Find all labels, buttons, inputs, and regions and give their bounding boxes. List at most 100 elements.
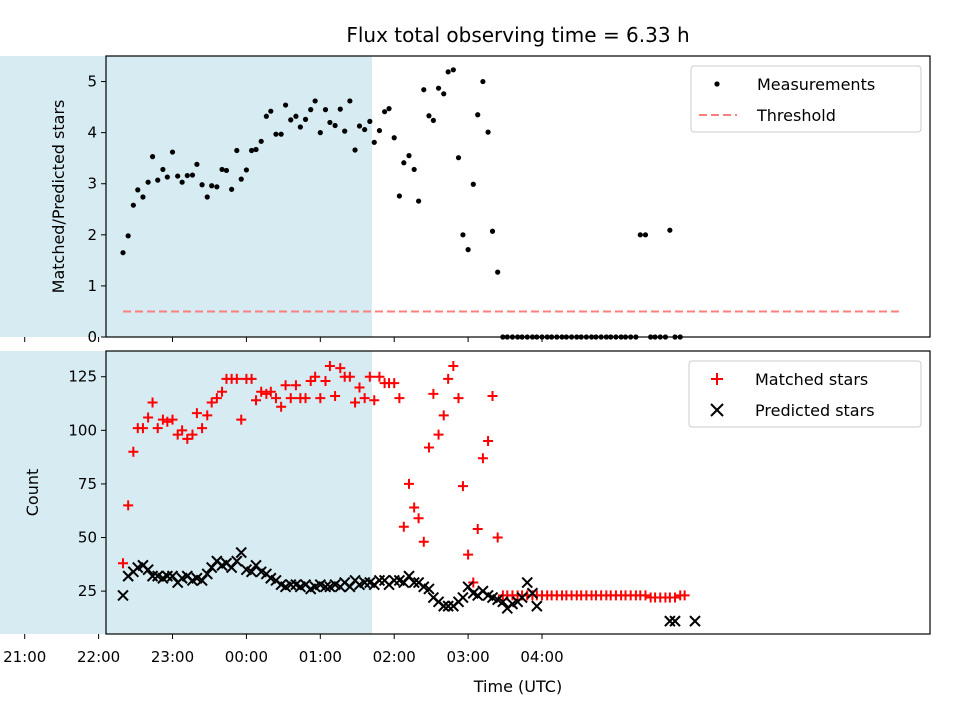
matched-star-point — [679, 590, 690, 601]
matched-star-point — [413, 513, 424, 524]
panel-ratio: 0 1 2 3 4 5 Matched/Predicted stars Measureme… — [0, 55, 931, 346]
measurement-point — [219, 166, 225, 173]
measurement-point — [406, 153, 412, 159]
matched-star-point — [354, 382, 365, 393]
x-tick-label: 21:00 — [3, 648, 46, 666]
predicted-star-point — [442, 600, 454, 612]
matched-star-point — [246, 373, 257, 384]
predicted-star-point — [245, 566, 258, 578]
measurement-point — [356, 123, 363, 129]
predicted-star-point — [373, 574, 386, 587]
measurement-point — [642, 232, 649, 238]
measurement-point — [396, 193, 402, 199]
x-axis-label: Time (UTC) — [473, 677, 562, 696]
legend-count: Matched stars Predicted stars — [688, 360, 922, 428]
matched-star-point — [128, 446, 139, 457]
measurement-point — [238, 176, 244, 182]
measurement-point — [135, 187, 141, 193]
predicted-star-point — [285, 578, 297, 591]
measurement-point — [342, 128, 348, 134]
matched-star-point — [256, 386, 267, 397]
measurement-point — [189, 172, 196, 178]
matched-star-point — [236, 414, 247, 425]
matched-star-point — [463, 549, 474, 560]
measurement-point — [160, 166, 166, 173]
measurement-point — [204, 194, 210, 200]
measurement-point — [470, 181, 476, 187]
measurement-point — [327, 119, 333, 126]
measurement-point — [322, 107, 329, 113]
measurement-point — [175, 173, 181, 179]
matched-star-point — [320, 376, 331, 387]
y-axis-label-count: Count — [23, 469, 42, 517]
legend-box — [690, 65, 922, 133]
y-tick-label: 5 — [87, 73, 97, 91]
measurement-point — [199, 182, 205, 188]
matched-star-point — [217, 386, 228, 397]
predicted-star-point — [526, 587, 539, 599]
x-tick-label: 04:00 — [520, 648, 563, 666]
predicted-star-point — [388, 574, 400, 587]
matched-star-point — [394, 393, 405, 404]
matched-star-point — [152, 423, 163, 434]
measurement-point — [441, 91, 447, 97]
measurement-point — [637, 232, 643, 238]
measurement-point — [184, 172, 190, 179]
measurement-point — [386, 106, 392, 112]
measurement-point — [465, 247, 471, 253]
panel-count: 25 50 75 100 125 Count Matched stars Predicte… — [0, 350, 931, 635]
matched-star-point — [330, 391, 341, 402]
predicted-star-point — [521, 576, 533, 589]
predicted-star-point — [423, 583, 435, 595]
predicted-star-point — [146, 570, 159, 582]
matched-star-point — [344, 371, 355, 382]
measurement-point — [382, 109, 388, 115]
measurement-point — [475, 112, 481, 118]
measurement-point — [411, 166, 417, 173]
matched-star-point — [211, 393, 222, 404]
matched-star-point — [167, 414, 178, 425]
y-axis-label-ratio: Matched/Predicted stars — [49, 100, 68, 294]
measurement-point — [416, 198, 422, 204]
measurement-point — [435, 85, 442, 91]
measurement-point — [169, 149, 176, 155]
matched-star-point — [270, 393, 281, 404]
matched-star-point — [251, 395, 262, 406]
y-tick-label: 4 — [87, 124, 97, 142]
matched-star-point — [487, 391, 498, 402]
matched-star-point — [438, 410, 449, 421]
measurement-point — [140, 194, 146, 200]
predicted-star-point — [689, 615, 701, 627]
measurement-point — [480, 78, 486, 85]
y-tick-label: 125 — [68, 368, 97, 386]
matched-star-point — [389, 378, 400, 389]
predicted-star-point — [457, 591, 469, 604]
matched-star-point — [369, 395, 380, 406]
measurement-point — [401, 160, 407, 166]
matched-star-point — [265, 386, 276, 397]
x-tick-label: 22:00 — [77, 648, 120, 666]
y-tick-label: 2 — [87, 226, 97, 244]
observing-window-shade-top — [0, 56, 373, 337]
matched-star-point — [197, 423, 208, 434]
predicted-star-point — [142, 563, 154, 576]
matched-star-point — [117, 558, 128, 569]
legend-box — [688, 360, 922, 428]
measurement-point — [352, 147, 358, 153]
axes-frame-ratio — [105, 55, 931, 338]
y-ticks-ratio: 0 1 2 3 4 5 — [87, 73, 106, 346]
measurement-point — [450, 67, 456, 73]
y-tick-label: 50 — [78, 529, 97, 547]
matched-star-point — [231, 373, 242, 384]
matched-star-point — [403, 478, 414, 489]
predicted-star-point — [516, 591, 528, 604]
legend-swatch-measurements — [714, 81, 720, 87]
measurement-point — [371, 139, 377, 145]
matched-star-point — [187, 429, 198, 440]
measurement-point — [317, 130, 323, 136]
x-tick-label: 02:00 — [373, 648, 416, 666]
matched-star-point — [364, 371, 375, 382]
legend-label: Predicted stars — [755, 401, 875, 420]
measurement-point — [278, 131, 284, 137]
